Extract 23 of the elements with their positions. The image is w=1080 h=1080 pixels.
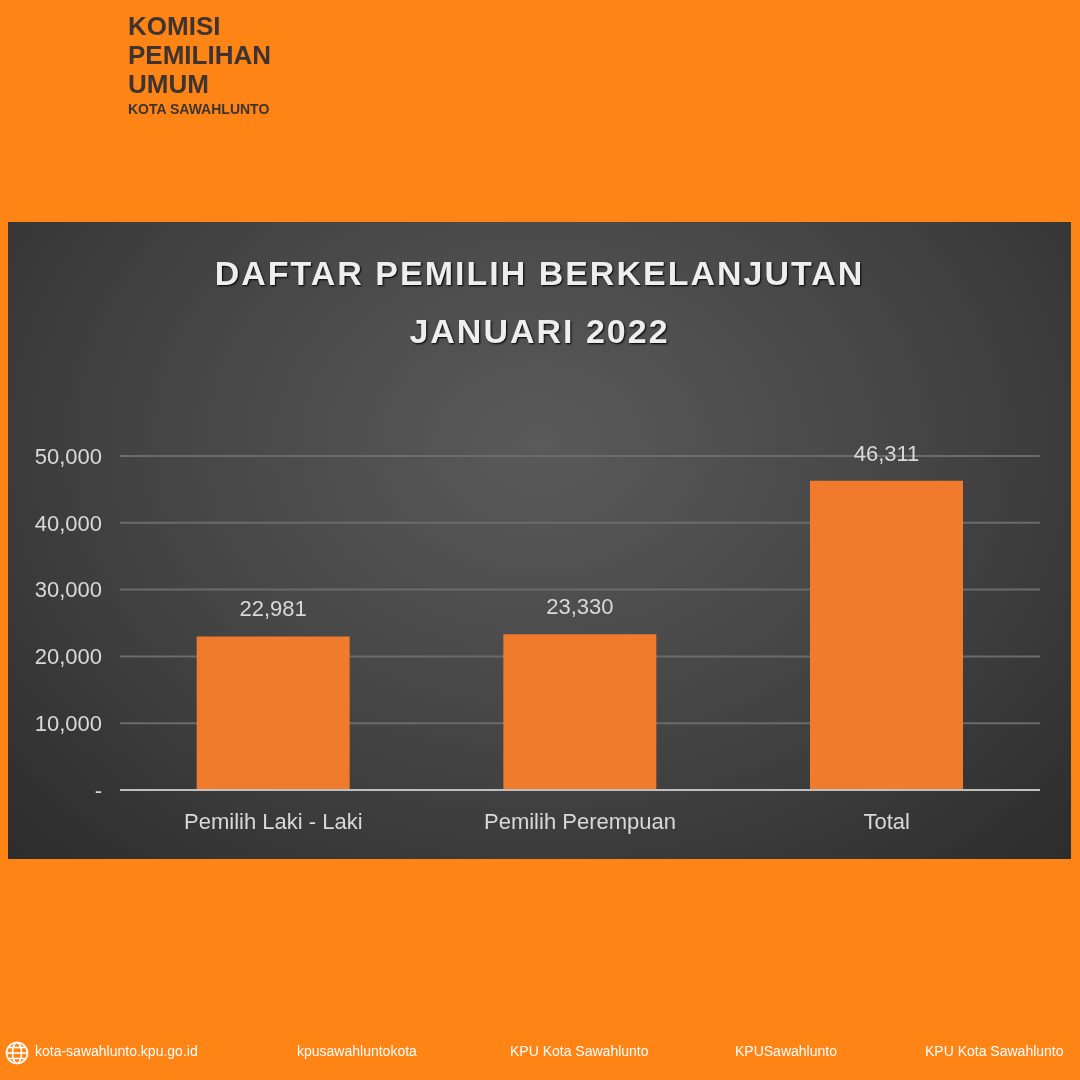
x-tick-label: Pemilih Laki - Laki [184,808,363,834]
y-tick-label: 40,000 [34,510,102,536]
y-tick-label: 10,000 [34,711,102,737]
bar [503,634,657,790]
y-tick-label: 20,000 [34,644,102,670]
text: KOTA SAWAHLUNTO [128,101,270,117]
text: kota-sawahlunto.kpu.go.id [35,1043,198,1059]
bar [810,480,963,790]
data-label: 23,330 [546,594,614,620]
x-tick-label: Pemilih Perempuan [484,808,676,834]
text: KPU Kota Sawahlunto [925,1043,1064,1059]
y-tick-label: 30,000 [34,577,102,603]
data-label: 46,311 [853,440,920,466]
bar [196,636,350,790]
x-tick-label: Total [863,808,910,834]
text: KOMISI PEMILIHAN UMUM [128,11,271,99]
chart-title: DAFTAR PEMILIH BERKELANJUTAN JANUARI 2022 [213,253,866,352]
y-tick-label: 50,000 [34,443,102,469]
y-tick-label: - [94,777,102,803]
text: kpusawahluntokota [297,1043,417,1059]
text: KPUSawahlunto [735,1043,837,1059]
text: KPU Kota Sawahlunto [510,1043,649,1059]
data-label: 22,981 [239,596,307,622]
